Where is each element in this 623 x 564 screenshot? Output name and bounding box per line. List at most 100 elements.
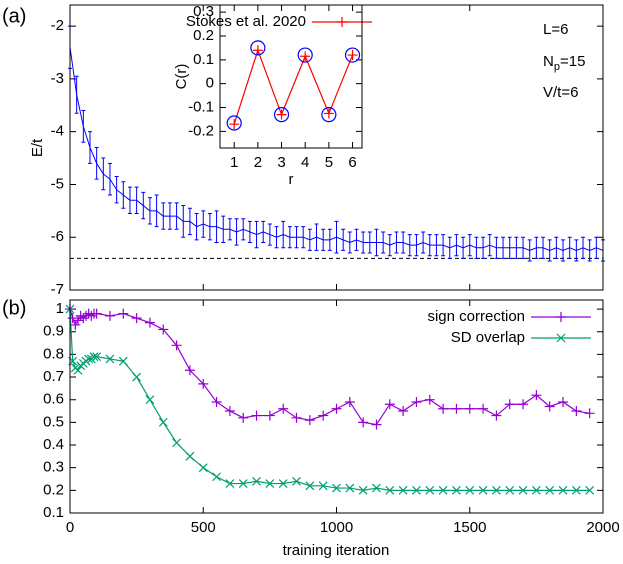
y-tick-label: 0.6 — [43, 391, 64, 408]
x-tick-label: 1 — [230, 154, 238, 171]
marker — [465, 485, 475, 495]
x-tick-label: 2 — [254, 154, 262, 171]
marker — [345, 483, 355, 493]
error-bar — [181, 205, 186, 238]
marker — [504, 399, 515, 410]
x-tick-label: 4 — [301, 154, 309, 171]
panel-label: (a) — [2, 5, 26, 27]
error-bar — [127, 186, 132, 214]
y-tick-label: 0.1 — [193, 51, 214, 68]
error-bar — [587, 239, 592, 262]
error-bar — [147, 197, 152, 225]
marker — [92, 352, 102, 362]
annotation-part: N — [543, 53, 554, 70]
annotation: Np=15 — [543, 53, 585, 73]
marker — [105, 354, 115, 364]
y-tick-label: 1 — [56, 300, 64, 317]
y-tick-label: -0.2 — [188, 122, 214, 139]
marker — [224, 406, 235, 417]
y-tick-label: -7 — [51, 281, 64, 298]
error-bar — [221, 215, 226, 243]
error-bar — [561, 239, 566, 262]
marker — [452, 485, 461, 495]
marker — [344, 396, 355, 407]
marker — [318, 410, 329, 421]
error-bar — [341, 228, 346, 251]
marker — [584, 408, 595, 419]
error-bar — [214, 210, 219, 243]
x-tick-label: 1500 — [453, 519, 486, 536]
marker — [424, 394, 435, 405]
marker — [225, 479, 235, 488]
marker — [518, 399, 529, 410]
y-axis-label: E/t — [29, 138, 46, 157]
error-bar — [547, 239, 552, 262]
y-tick-label: -5 — [51, 175, 64, 192]
error-bar — [194, 212, 199, 241]
x-axis-label: r — [289, 171, 294, 188]
marker — [238, 479, 248, 488]
error-bar — [241, 218, 246, 241]
marker — [323, 108, 334, 119]
error-bar — [534, 236, 539, 259]
error-bar — [507, 236, 512, 259]
plot-border — [69, 299, 604, 514]
marker — [67, 313, 78, 324]
error-bar — [421, 231, 426, 254]
error-bar — [247, 220, 252, 243]
error-bar — [187, 207, 192, 236]
error-bar — [574, 239, 579, 262]
marker — [556, 312, 566, 322]
marker — [398, 406, 409, 417]
legend-label: SD overlap — [451, 329, 525, 346]
error-bar — [414, 234, 419, 257]
error-bar — [294, 226, 299, 249]
marker — [250, 40, 266, 56]
marker — [438, 403, 449, 414]
error-bar — [254, 220, 259, 249]
marker — [158, 417, 168, 427]
marker — [70, 319, 81, 330]
error-bar — [287, 226, 292, 249]
error-bar — [441, 234, 446, 257]
annotation-part: p — [554, 61, 560, 73]
marker — [118, 356, 128, 366]
marker — [185, 451, 195, 461]
marker — [491, 410, 502, 421]
marker — [72, 315, 83, 326]
marker — [145, 395, 155, 405]
error-bar — [487, 234, 492, 257]
error-bar — [434, 234, 439, 257]
marker — [411, 396, 422, 407]
marker — [171, 340, 182, 351]
marker — [91, 308, 102, 319]
annotation-part: =15 — [560, 53, 585, 70]
marker — [265, 479, 275, 488]
y-tick-label: -4 — [51, 123, 64, 140]
error-bar — [307, 228, 312, 251]
marker — [238, 412, 249, 423]
error-bar — [447, 236, 452, 259]
error-bar — [381, 231, 386, 254]
error-bar — [594, 236, 599, 259]
marker — [571, 406, 582, 417]
error-bar — [121, 181, 126, 209]
error-bar — [367, 231, 372, 254]
marker — [226, 115, 242, 131]
marker — [491, 485, 501, 495]
data-line — [233, 48, 354, 125]
error-bar — [94, 147, 99, 180]
marker — [321, 107, 337, 123]
marker — [556, 333, 566, 343]
marker — [84, 354, 94, 364]
marker — [438, 485, 448, 495]
error-bar — [374, 228, 379, 257]
marker — [78, 313, 89, 324]
x-tick-label: 500 — [191, 519, 216, 536]
y-tick-label: 0.4 — [43, 436, 64, 453]
error-bar — [467, 234, 472, 257]
plot-frame — [220, 5, 362, 148]
error-bar — [327, 228, 332, 251]
error-bar — [274, 226, 279, 249]
marker — [305, 481, 315, 491]
